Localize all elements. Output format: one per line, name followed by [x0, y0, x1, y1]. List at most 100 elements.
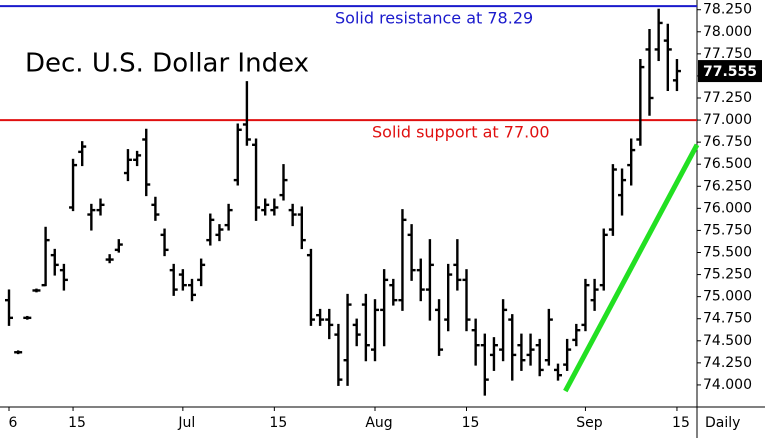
y-tick-label: 78.250: [703, 2, 752, 18]
ohlc-bar: [325, 308, 334, 340]
ohlc-bar: [599, 228, 608, 291]
x-tick-label: Aug: [365, 415, 392, 431]
ohlc-bar: [645, 29, 654, 116]
ohlc-bar: [151, 196, 160, 221]
ohlc-bar: [435, 299, 444, 356]
ohlc-bar: [352, 318, 361, 347]
ohlc-bar: [297, 206, 306, 250]
ohlc-bar: [215, 224, 224, 242]
level-label: Solid resistance at 78.29: [335, 9, 533, 28]
ohlc-bar: [627, 138, 636, 186]
ohlc-bar: [654, 8, 663, 62]
y-tick-label: 75.000: [703, 289, 752, 305]
ohlc-bar: [78, 141, 87, 167]
y-tick-label: 74.500: [703, 333, 752, 349]
ohlc-bar: [554, 363, 562, 381]
ohlc-bar: [50, 248, 59, 276]
ohlc-bar: [178, 269, 187, 291]
x-tick-label: Jul: [177, 415, 195, 431]
ohlc-bar: [590, 278, 599, 311]
y-tick-label: 74.000: [703, 377, 752, 393]
y-tick-label: 74.250: [703, 355, 752, 371]
ohlc-bar: [96, 198, 105, 216]
ohlc-bar: [581, 278, 590, 332]
x-tick-label: 15: [462, 415, 480, 431]
ohlc-bar: [160, 228, 169, 257]
ohlc-bar: [197, 258, 206, 287]
ohlc-bar: [371, 299, 379, 362]
x-tick-label: 15: [269, 415, 287, 431]
y-tick-label: 77.250: [703, 90, 752, 106]
ohlc-bar: [636, 59, 645, 146]
ohlc-bar: [572, 323, 581, 347]
ohlc-bar: [672, 59, 681, 92]
ohlc-bar: [206, 213, 215, 246]
ohlc-bar: [508, 314, 517, 381]
ohlc-bar: [425, 239, 434, 321]
ohlc-bar: [261, 198, 270, 216]
ohlc-bar: [5, 289, 13, 326]
last-price-box: [698, 60, 762, 83]
ohlc-bar: [252, 138, 261, 221]
ohlc-bar: [380, 269, 389, 347]
y-tick-label: 76.000: [703, 200, 752, 216]
ohlc-bar: [142, 128, 151, 197]
ohlc-bar: [288, 203, 297, 227]
ohlc-bar: [389, 278, 398, 306]
ohlc-bar: [114, 239, 123, 253]
ohlc-bar: [188, 278, 196, 302]
x-tick-label: 6: [9, 415, 18, 431]
ohlc-bar: [499, 299, 508, 362]
y-tick-label: 75.250: [703, 267, 752, 283]
ohlc-bar: [416, 258, 425, 302]
ohlc-bar: [663, 23, 672, 92]
ohlc-bar: [361, 293, 370, 362]
ohlc-bar: [526, 333, 535, 366]
ohlc-bar: [563, 338, 572, 371]
ohlc-bar: [41, 226, 50, 287]
ohlc-bar: [444, 263, 453, 332]
ohlc-bar: [224, 203, 233, 231]
ohlc-bar: [489, 337, 498, 371]
ohlc-bar: [462, 269, 471, 332]
ohlc-bar: [453, 239, 462, 291]
ohlc-bar: [233, 123, 242, 186]
y-tick-label: 78.000: [703, 24, 752, 40]
ohlc-bar: [279, 164, 288, 201]
ohlc-bar: [334, 323, 343, 386]
ohlc-bar: [608, 164, 617, 236]
x-axis-label: Daily: [705, 415, 740, 431]
ohlc-bar: [23, 315, 32, 320]
ohlc-bar: [306, 248, 315, 326]
ohlc-bar: [32, 288, 41, 293]
ohlc-bar: [544, 308, 553, 366]
trendline: [563, 143, 700, 393]
ohlc-bar: [471, 318, 480, 366]
level-label: Solid support at 77.00: [372, 123, 550, 142]
x-tick-label: 15: [68, 415, 86, 431]
ohlc-bar: [59, 263, 68, 291]
ohlc-bar: [480, 333, 489, 396]
y-tick-label: 77.750: [703, 46, 752, 62]
y-tick-label: 76.250: [703, 178, 752, 194]
ohlc-bar: [316, 308, 325, 326]
ohlc-bar: [343, 293, 352, 386]
y-tick-label: 75.500: [703, 244, 752, 260]
ohlc-bar: [407, 224, 416, 281]
ohlc-bar: [618, 168, 627, 216]
ohlc-bar: [14, 350, 23, 355]
ohlc-bar: [123, 149, 132, 182]
ohlc-bar: [535, 338, 544, 377]
x-tick-label: Sep: [576, 415, 603, 431]
ohlc-bar: [517, 333, 526, 371]
chart-title: Dec. U.S. Dollar Index: [25, 49, 309, 79]
y-tick-label: 76.750: [703, 134, 752, 150]
y-tick-label: 77.000: [703, 112, 752, 128]
y-tick-label: 76.500: [703, 156, 752, 172]
ohlc-bar: [87, 203, 96, 231]
ohlc-bar: [169, 263, 178, 296]
last-price-label: 77.555: [703, 64, 757, 80]
y-tick-label: 75.750: [703, 222, 752, 238]
ohlc-bar: [398, 209, 407, 311]
